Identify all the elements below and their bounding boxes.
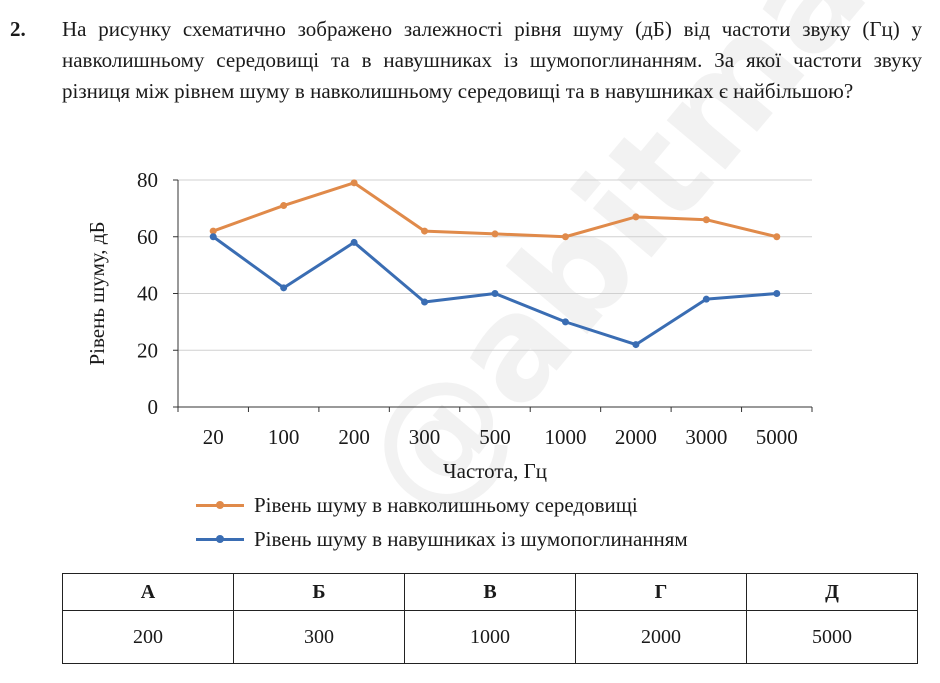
line-chart: 0 20 40 60 80 20 100 200 300 500 1000 2000 3000 5000 Ч… <box>85 168 813 483</box>
y-tick-label: 0 <box>148 395 159 419</box>
problem-text: На рисунку схематично зображено залежнос… <box>62 17 922 103</box>
x-axis-title: Частота, Гц <box>443 459 547 483</box>
legend-swatch-headphones <box>196 533 244 545</box>
data-point-headphones <box>773 290 781 297</box>
answer-value-row: 200 300 1000 2000 5000 <box>62 610 918 664</box>
answer-value-a[interactable]: 200 <box>62 610 234 664</box>
legend-item-ambient: Рівень шуму в навколишньому середовищі <box>196 488 688 522</box>
data-point-ambient <box>421 227 429 235</box>
problem-statement: 2. На рисунку схематично зображено залеж… <box>10 14 922 107</box>
data-point-headphones <box>561 318 569 326</box>
data-point-ambient <box>209 227 217 235</box>
data-point-ambient <box>773 233 781 241</box>
chart-legend: Рівень шуму в навколишньому середовищі Р… <box>196 488 688 556</box>
x-tick-label: 3000 <box>685 425 727 449</box>
data-point-ambient <box>702 216 710 224</box>
x-tick-label: 200 <box>338 425 370 449</box>
y-tick-label: 20 <box>137 338 158 362</box>
data-point-headphones <box>280 284 288 292</box>
answer-value-e[interactable]: 5000 <box>746 610 918 664</box>
x-tick-label: 5000 <box>756 425 798 449</box>
data-point-headphones <box>632 341 640 349</box>
series-line-ambient <box>212 181 778 239</box>
answer-header-row: А Б В Г Д <box>62 573 918 611</box>
x-tick-label: 20 <box>203 425 224 449</box>
answer-option-a[interactable]: А <box>62 573 234 611</box>
data-point-headphones <box>350 238 358 246</box>
x-tick-label: 100 <box>268 425 300 449</box>
y-tick-label: 60 <box>137 225 158 249</box>
data-point-ambient <box>280 202 288 210</box>
data-point-headphones <box>209 233 217 241</box>
y-tick-label: 40 <box>137 282 158 306</box>
legend-item-headphones: Рівень шуму в навушниках із шумопоглинан… <box>196 522 688 556</box>
x-tick-label: 1000 <box>544 425 586 449</box>
answer-option-e[interactable]: Д <box>746 573 918 611</box>
data-point-headphones <box>421 298 429 306</box>
answer-option-c[interactable]: В <box>404 573 576 611</box>
data-point-ambient <box>632 213 640 221</box>
x-tick-label: 500 <box>479 425 511 449</box>
legend-swatch-ambient <box>196 499 244 511</box>
answer-value-b[interactable]: 300 <box>233 610 405 664</box>
x-tick-label: 2000 <box>615 425 657 449</box>
answer-table: А Б В Г Д 200 300 1000 2000 5000 <box>62 573 918 664</box>
y-tick-label: 80 <box>137 168 158 192</box>
data-point-ambient <box>491 230 499 238</box>
answer-value-d[interactable]: 2000 <box>575 610 747 664</box>
y-axis-title: Рівень шуму, дБ <box>85 221 109 365</box>
problem-number: 2. <box>10 17 26 41</box>
data-point-ambient <box>350 179 358 187</box>
data-point-ambient <box>561 233 569 241</box>
data-point-headphones <box>491 290 499 297</box>
legend-label-ambient: Рівень шуму в навколишньому середовищі <box>254 492 638 517</box>
x-tick-label: 300 <box>409 425 441 449</box>
data-point-headphones <box>702 295 710 303</box>
answer-value-c[interactable]: 1000 <box>404 610 576 664</box>
answer-option-d[interactable]: Г <box>575 573 747 611</box>
legend-label-headphones: Рівень шуму в навушниках із шумопоглинан… <box>254 526 688 551</box>
answer-option-b[interactable]: Б <box>233 573 405 611</box>
